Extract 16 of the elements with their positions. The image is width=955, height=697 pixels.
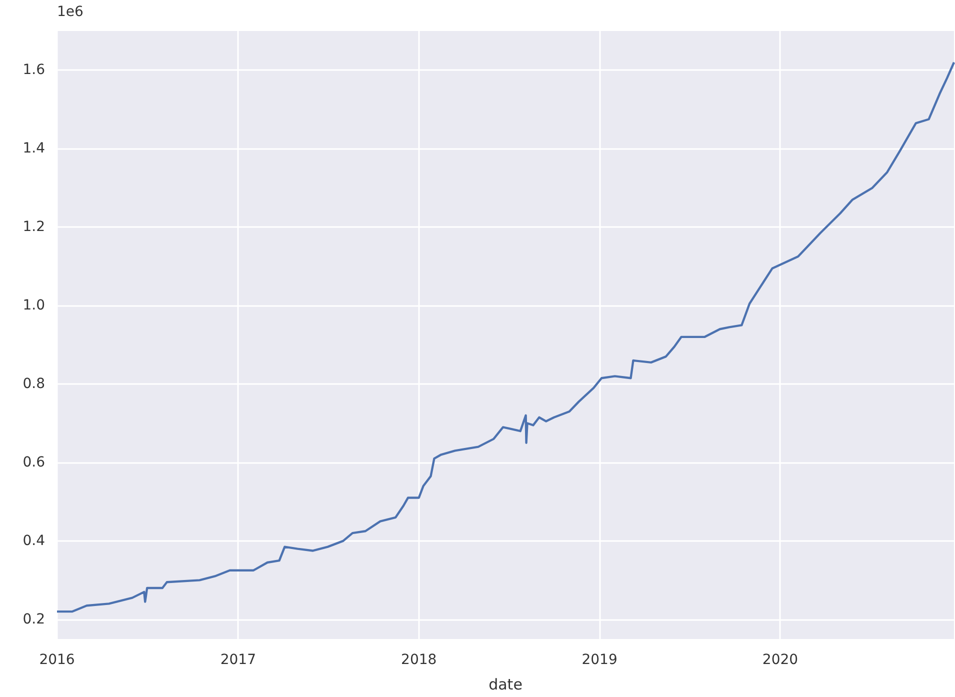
x-tick-label: 2016 [39, 652, 75, 668]
y-tick-label: 0.2 [22, 611, 45, 628]
x-axis-title: date [488, 676, 522, 694]
text: 1e6 [57, 4, 84, 20]
x-tick-label: 2017 [220, 652, 256, 668]
line-series [56, 61, 955, 613]
y-tick-label: 0.8 [22, 376, 45, 392]
x-tick-label: 2018 [401, 652, 437, 668]
y-tick-label: 1.6 [22, 62, 46, 78]
y-tick-label: 1.2 [22, 219, 45, 236]
x-tick-label: 2020 [762, 652, 798, 668]
x-tick-label: 2019 [582, 652, 618, 668]
y-tick-label: 0.6 [22, 454, 46, 470]
y-tick-label: 1.0 [22, 298, 45, 314]
y-tick-label: 0.4 [22, 532, 46, 549]
y-tick-label: 1.4 [22, 140, 46, 157]
